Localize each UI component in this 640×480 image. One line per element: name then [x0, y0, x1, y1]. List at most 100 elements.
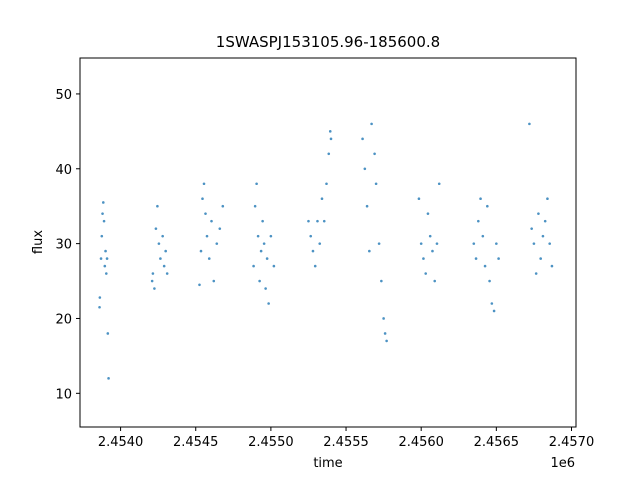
data-point — [479, 197, 482, 201]
data-point — [198, 283, 201, 287]
data-point — [433, 279, 437, 283]
y-tick-label: 30 — [55, 238, 72, 253]
data-point — [428, 234, 432, 238]
data-point — [539, 257, 542, 260]
data-point — [201, 197, 204, 201]
data-point — [325, 182, 328, 186]
data-point — [322, 219, 326, 223]
data-point — [532, 242, 536, 245]
data-point — [205, 234, 209, 238]
data-point — [497, 257, 500, 260]
data-point — [424, 272, 427, 275]
data-point — [259, 249, 263, 253]
data-point — [104, 249, 107, 253]
data-point — [265, 257, 269, 260]
data-point — [548, 242, 551, 245]
data-point — [99, 257, 103, 260]
data-point — [318, 242, 322, 245]
x-tick-label: 2.4550 — [248, 435, 294, 450]
data-point — [327, 152, 331, 156]
data-point — [159, 257, 162, 260]
data-point — [202, 182, 206, 186]
data-point — [101, 212, 104, 215]
y-axis-label: flux — [31, 230, 46, 254]
data-point — [262, 242, 266, 245]
data-point — [380, 279, 383, 283]
data-point — [261, 219, 264, 223]
data-point — [204, 212, 207, 215]
data-point — [435, 242, 439, 245]
x-tick-label: 2.4555 — [323, 435, 369, 450]
data-point — [481, 234, 485, 238]
data-point — [492, 309, 496, 313]
data-point — [98, 305, 101, 309]
data-point — [307, 219, 310, 223]
data-point — [368, 249, 371, 253]
data-point — [157, 242, 161, 245]
data-point — [385, 339, 388, 343]
data-point — [102, 219, 106, 223]
data-point — [100, 234, 104, 238]
data-point — [363, 167, 367, 171]
y-tick-label: 40 — [55, 163, 72, 178]
data-point — [486, 204, 489, 208]
data-point — [151, 272, 155, 275]
data-point — [101, 201, 105, 204]
data-point — [383, 332, 387, 335]
data-point — [105, 257, 109, 260]
data-point — [258, 279, 261, 283]
data-point — [161, 234, 164, 238]
data-point — [320, 197, 324, 201]
data-point — [218, 227, 222, 230]
data-point — [417, 197, 421, 201]
data-point — [103, 264, 107, 268]
data-point — [309, 234, 313, 238]
y-tick-label: 20 — [55, 312, 72, 327]
x-tick-label: 2.4540 — [98, 435, 144, 450]
x-tick-label: 2.4560 — [398, 435, 444, 450]
data-point — [221, 204, 225, 208]
data-point — [490, 302, 494, 305]
data-point — [207, 257, 211, 260]
data-point — [215, 242, 219, 245]
data-point — [431, 249, 434, 253]
data-point — [377, 242, 381, 245]
data-point — [153, 287, 156, 290]
data-point — [329, 137, 333, 141]
data-point — [212, 279, 216, 283]
data-point — [419, 242, 423, 245]
data-point — [361, 137, 364, 141]
data-point — [255, 182, 258, 186]
data-point — [328, 130, 332, 133]
data-point — [477, 219, 480, 223]
data-point — [483, 264, 487, 268]
data-point — [374, 182, 378, 186]
y-tick-label: 50 — [55, 88, 72, 103]
data-point — [528, 122, 531, 126]
data-point — [165, 272, 169, 275]
data-point — [154, 227, 158, 230]
data-point — [316, 219, 319, 223]
x-tick-label: 2.4545 — [173, 435, 219, 450]
data-point — [272, 264, 276, 268]
data-point — [488, 279, 491, 283]
data-point — [550, 264, 554, 268]
chart-title: 1SWASPJ153105.96-185600.8 — [216, 33, 440, 51]
data-point — [164, 249, 167, 253]
data-point — [437, 182, 441, 186]
data-point — [537, 212, 540, 215]
y-axis-ticks: 10 20 30 40 50 — [55, 88, 80, 402]
data-point — [472, 242, 476, 245]
data-point — [252, 264, 255, 268]
data-point — [541, 234, 545, 238]
data-point — [311, 249, 315, 253]
data-point — [534, 272, 538, 275]
data-point — [210, 219, 213, 223]
x-tick-label: 2.4565 — [474, 435, 520, 450]
x-axis-label: time — [313, 456, 342, 471]
data-point — [422, 257, 425, 260]
data-point — [474, 257, 478, 260]
data-point — [426, 212, 430, 215]
